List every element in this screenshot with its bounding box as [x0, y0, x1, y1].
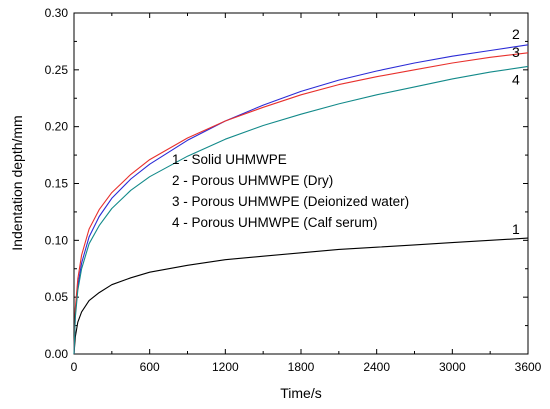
y-tick-label: 0.00: [45, 347, 69, 361]
y-tick-label: 0.25: [45, 63, 69, 77]
x-tick-label: 2400: [363, 360, 390, 374]
series-line-1: [73, 237, 529, 355]
legend-entry-2: 2 - Porous UHMWPE (Dry): [172, 173, 333, 188]
legend-entry-3: 3 - Porous UHMWPE (Deionized water): [172, 194, 409, 209]
curve-label-3: 3: [512, 44, 520, 60]
y-tick-label: 0.10: [45, 233, 69, 247]
y-tick-label: 0.30: [45, 6, 69, 20]
x-tick-label: 1200: [212, 360, 239, 374]
y-tick-label: 0.15: [45, 177, 69, 191]
labels-layer: 1 2 3 4: [512, 26, 520, 237]
x-tick-label: 600: [140, 360, 160, 374]
series-line-3: [73, 52, 529, 355]
x-tick-label: 1800: [288, 360, 315, 374]
axis-ticks: 0 600 1200 1800 2400 3000 3600 0.00 0.05 0.10 0.15…: [45, 6, 542, 374]
y-tick-label: 0.20: [45, 120, 69, 134]
legend-entry-1: 1 - Solid UHMWPE: [172, 152, 287, 167]
y-tick-label: 0.05: [45, 290, 69, 304]
curve-label-4: 4: [512, 71, 520, 87]
x-tick-label: 0: [71, 360, 78, 374]
series-layer: [73, 44, 529, 355]
curve-label-1: 1: [512, 221, 520, 237]
x-axis-title: Time/s: [280, 385, 321, 401]
curve-label-2: 2: [512, 26, 520, 42]
x-tick-label: 3600: [515, 360, 542, 374]
series-line-4: [73, 65, 529, 355]
series-line-2: [73, 44, 529, 355]
legend: 1 - Solid UHMWPE 2 - Porous UHMWPE (Dry)…: [172, 152, 409, 230]
legend-entry-4: 4 - Porous UHMWPE (Calf serum): [172, 215, 378, 230]
x-tick-label: 3000: [439, 360, 466, 374]
y-axis-title: Indentation depth/mm: [9, 115, 25, 250]
